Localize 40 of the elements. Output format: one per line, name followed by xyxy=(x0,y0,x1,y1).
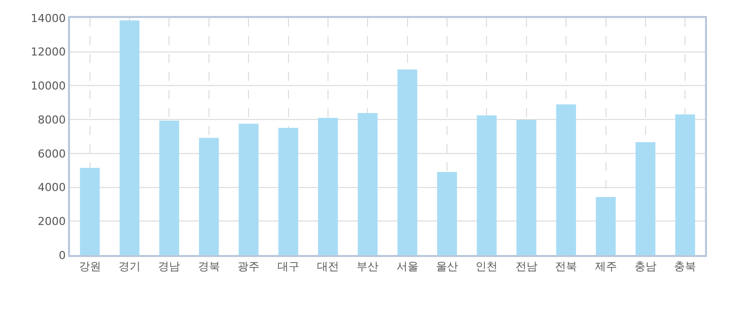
bar xyxy=(596,196,616,255)
x-tick-label: 충북 xyxy=(674,260,696,274)
x-tick-label: 인천 xyxy=(476,260,498,274)
x-tick-label: 경남 xyxy=(158,260,180,274)
bar xyxy=(159,120,180,255)
x-tick-label: 광주 xyxy=(238,260,260,274)
x-tick-label: 전남 xyxy=(515,260,538,274)
bar xyxy=(238,124,259,255)
bar xyxy=(437,172,457,255)
bar xyxy=(358,112,378,255)
bar xyxy=(80,168,100,255)
y-tick-label: 0 xyxy=(58,248,66,262)
y-tick-label: 12000 xyxy=(30,46,66,59)
x-tick-label: 경기 xyxy=(118,260,141,274)
x-tick-label: 대구 xyxy=(277,260,300,274)
y-tick-label: 14000 xyxy=(30,12,66,25)
x-tick-label: 부산 xyxy=(356,260,379,274)
y-tick-label: 4000 xyxy=(38,181,66,194)
x-tick-label: 대전 xyxy=(316,260,339,274)
bar xyxy=(278,128,298,255)
x-tick-label: 전북 xyxy=(555,260,578,274)
x-tick-label: 충남 xyxy=(634,260,656,274)
x-tick-label: 강원 xyxy=(78,260,101,274)
bar xyxy=(318,118,338,255)
x-tick-label: 제주 xyxy=(594,260,617,274)
y-tick-label: 2000 xyxy=(38,214,66,228)
x-tick-label: 울산 xyxy=(436,260,458,274)
bar xyxy=(516,120,536,255)
bar xyxy=(636,142,656,255)
bar xyxy=(556,104,576,255)
bar xyxy=(675,114,696,255)
y-tick-label: 8000 xyxy=(38,113,66,126)
x-tick-label: 경북 xyxy=(198,260,220,274)
x-tick-label: 서울 xyxy=(396,260,418,274)
y-tick-label: 6000 xyxy=(38,147,66,160)
bar xyxy=(198,138,219,255)
bar xyxy=(476,115,497,255)
bar xyxy=(120,20,140,255)
bar xyxy=(397,69,418,255)
y-tick-label: 10000 xyxy=(30,80,66,93)
